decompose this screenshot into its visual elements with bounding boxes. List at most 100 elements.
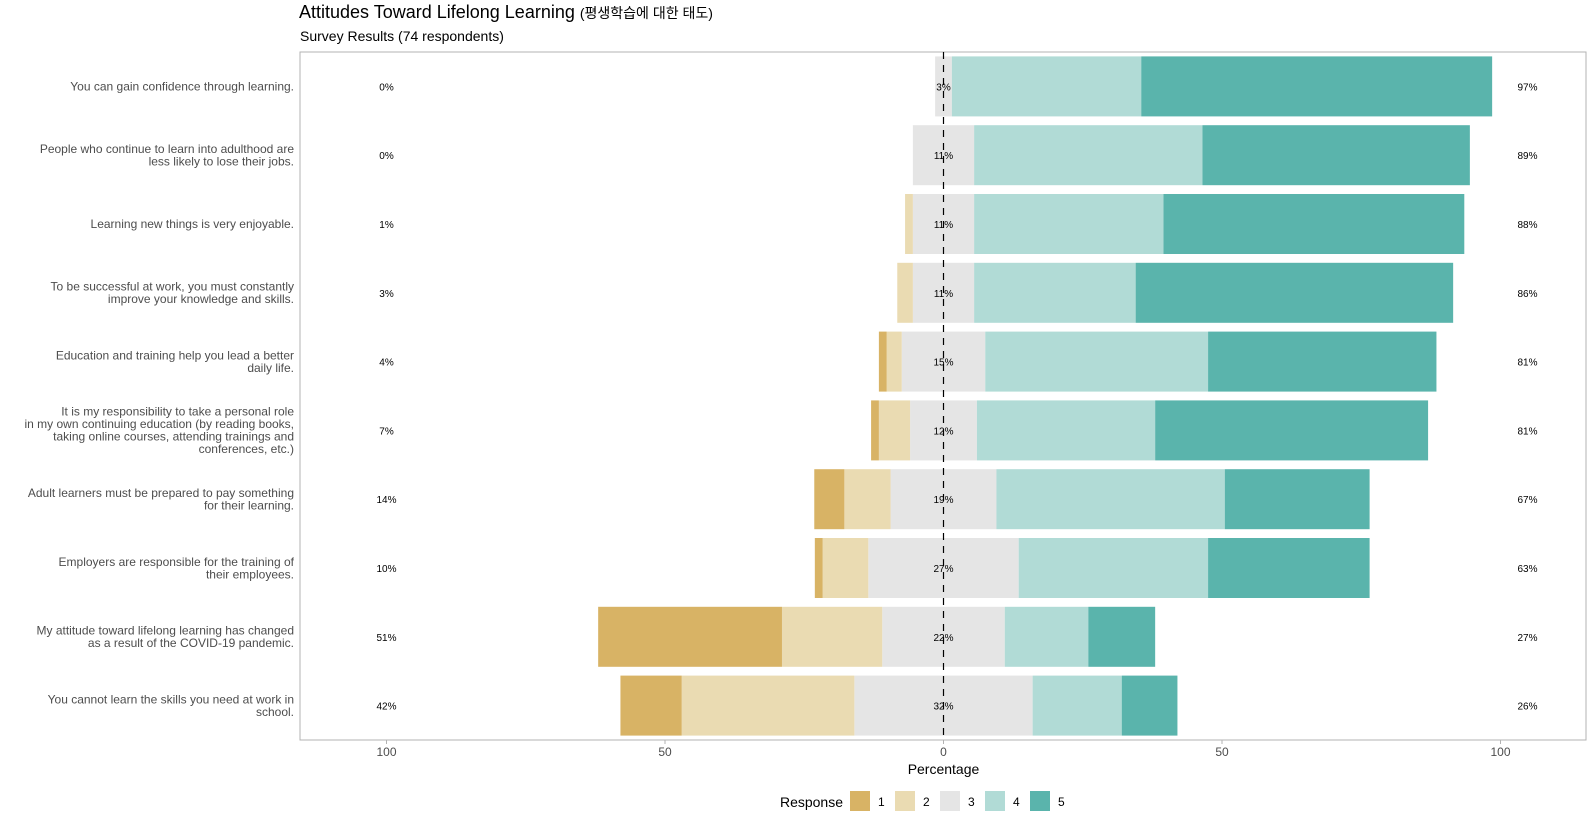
category-label: daily life.	[247, 361, 294, 375]
bar-segment-response-4	[974, 262, 1136, 323]
right-percent-label: 97%	[1517, 82, 1537, 93]
category-label: as a result of the COVID-19 pandemic.	[88, 636, 294, 650]
bar-segment-response-2	[878, 400, 911, 461]
right-percent-label: 88%	[1517, 220, 1537, 231]
category-label: school.	[256, 705, 294, 719]
category-label: their employees.	[206, 567, 294, 581]
legend-label: 5	[1058, 795, 1065, 809]
bar-segment-response-2	[822, 538, 869, 598]
legend-label: 1	[878, 795, 885, 809]
right-percent-label: 67%	[1517, 495, 1537, 506]
bar-segment-response-2	[681, 675, 855, 736]
category-label: To be successful at work, you must const…	[51, 280, 294, 294]
bar-segment-response-2	[897, 262, 913, 323]
bar-segment-response-4	[1018, 538, 1209, 598]
center-percent-label: 27%	[933, 564, 953, 575]
legend-swatch-1	[850, 791, 870, 811]
bar-segment-response-1	[814, 538, 823, 598]
x-tick-label: 100	[1490, 745, 1510, 759]
legend-swatch-5	[1030, 791, 1050, 811]
x-tick-label: 100	[376, 745, 396, 759]
bar-segment-response-4	[985, 331, 1209, 392]
left-percent-label: 42%	[376, 702, 396, 713]
bar-segment-response-5	[1208, 331, 1437, 392]
bar-segment-response-1	[598, 606, 782, 667]
bar-segment-response-3	[935, 56, 952, 117]
bar-segment-response-1	[814, 469, 845, 530]
bar-segment-response-2	[905, 194, 913, 254]
chart-title: Attitudes Toward Lifelong Learning (평생학습…	[299, 2, 713, 22]
bar-segment-response-4	[974, 125, 1203, 186]
left-percent-label: 7%	[379, 426, 394, 437]
chart-subtitle: Survey Results (74 respondents)	[300, 28, 504, 44]
bar-segment-response-4	[1032, 675, 1122, 736]
category-label: It is my responsibility to take a person…	[61, 405, 294, 419]
category-label: less likely to lose their jobs.	[149, 154, 294, 168]
left-percent-label: 4%	[379, 358, 394, 369]
legend-label: 2	[923, 795, 930, 809]
category-label: My attitude toward lifelong learning has…	[37, 624, 295, 638]
bar-segment-response-5	[1208, 538, 1370, 598]
center-percent-label: 11%	[934, 289, 953, 300]
bar-segment-response-1	[620, 675, 682, 736]
category-label: Employers are responsible for the traini…	[59, 555, 295, 569]
category-label: improve your knowledge and skills.	[108, 292, 294, 306]
left-percent-label: 3%	[379, 289, 394, 300]
bar-segment-response-1	[878, 331, 887, 392]
right-percent-label: 81%	[1517, 358, 1537, 369]
left-percent-label: 51%	[376, 633, 396, 644]
category-label: Education and training help you lead a b…	[56, 348, 294, 362]
category-label: People who continue to learn into adulth…	[40, 142, 295, 156]
bar-segment-response-4	[976, 400, 1156, 461]
category-label: Learning new things is very enjoyable.	[91, 217, 294, 231]
bar-segment-response-2	[781, 606, 883, 667]
legend-title: Response	[780, 794, 843, 810]
right-percent-label: 26%	[1517, 702, 1537, 713]
bar-segment-response-5	[1141, 56, 1493, 117]
bar-segment-response-5	[1163, 194, 1465, 254]
left-percent-label: 14%	[376, 495, 396, 506]
bar-segment-response-5	[1135, 262, 1454, 323]
legend-swatch-3	[940, 791, 960, 811]
bar-segment-response-4	[996, 469, 1225, 530]
left-percent-label: 1%	[379, 220, 394, 231]
bar-segment-response-4	[974, 194, 1164, 254]
right-percent-label: 81%	[1517, 426, 1537, 437]
bar-segment-response-4	[1004, 606, 1089, 667]
x-tick-label: 0	[940, 745, 947, 759]
category-label: in my own continuing education (by readi…	[25, 417, 295, 431]
bar-segment-response-4	[951, 56, 1142, 117]
right-percent-label: 86%	[1517, 289, 1537, 300]
category-label: for their learning.	[204, 498, 294, 512]
left-percent-label: 10%	[376, 564, 396, 575]
bar-segment-response-5	[1224, 469, 1370, 530]
bar-segment-response-1	[871, 400, 879, 461]
right-percent-label: 27%	[1517, 633, 1537, 644]
legend-swatch-2	[895, 791, 915, 811]
legend-label: 3	[968, 795, 975, 809]
bar-segment-response-5	[1155, 400, 1429, 461]
x-axis-label: Percentage	[908, 761, 980, 777]
right-percent-label: 89%	[1517, 151, 1537, 162]
category-label: Adult learners must be prepared to pay s…	[28, 486, 294, 500]
center-percent-label: 15%	[933, 358, 953, 369]
bar-segment-response-2	[886, 331, 902, 392]
bar-segment-response-5	[1202, 125, 1470, 186]
bar-segment-response-5	[1088, 606, 1156, 667]
x-tick-label: 50	[658, 745, 672, 759]
category-label: taking online courses, attending trainin…	[53, 430, 294, 444]
bar-segment-response-5	[1121, 675, 1178, 736]
right-percent-label: 63%	[1517, 564, 1537, 575]
category-label: You can gain confidence through learning…	[70, 79, 294, 93]
left-percent-label: 0%	[379, 82, 394, 93]
left-percent-label: 0%	[379, 151, 394, 162]
x-tick-label: 50	[1215, 745, 1229, 759]
category-label: conferences, etc.)	[199, 442, 294, 456]
category-label: You cannot learn the skills you need at …	[48, 692, 294, 706]
center-percent-label: 3%	[936, 82, 951, 93]
legend-label: 4	[1013, 795, 1020, 809]
legend-swatch-4	[985, 791, 1005, 811]
bar-segment-response-2	[844, 469, 891, 530]
